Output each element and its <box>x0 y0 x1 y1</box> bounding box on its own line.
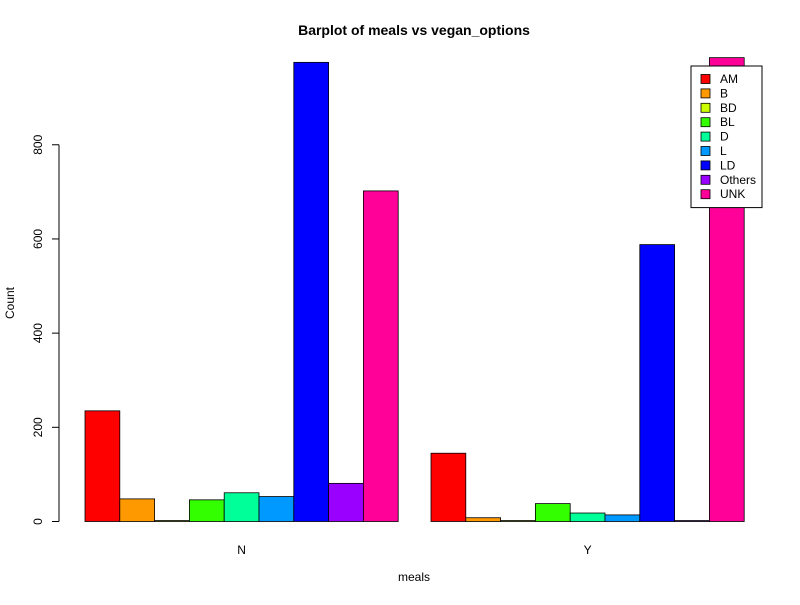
legend-swatch-b <box>700 88 711 99</box>
bar-y-others <box>674 520 710 522</box>
legend-label-d: D <box>720 130 729 144</box>
y-tick-label: 800 <box>31 134 45 154</box>
legend-label-bl: BL <box>720 115 735 129</box>
legend-label-am: AM <box>720 72 738 86</box>
bar-y-bd <box>500 520 536 522</box>
legend-label-ld: LD <box>720 158 736 172</box>
bar-n-others <box>328 482 364 522</box>
bar-y-b <box>465 517 501 522</box>
bar-n-bd <box>154 520 190 522</box>
x-tick-label-y: Y <box>584 543 592 557</box>
bar-y-d <box>569 512 606 522</box>
bar-n-ld <box>293 61 329 522</box>
y-tick-label: 400 <box>31 323 45 343</box>
legend-swatch-others <box>700 174 711 185</box>
legend-label-bd: BD <box>720 101 737 115</box>
bar-n-l <box>258 496 295 522</box>
bar-n-unk <box>362 190 399 522</box>
x-tick-label-n: N <box>237 543 246 557</box>
legend-swatch-unk <box>700 189 711 200</box>
y-tick-label: 200 <box>31 417 45 437</box>
legend-swatch-ld <box>700 160 711 171</box>
bar-n-am <box>84 410 121 522</box>
bar-n-bl <box>188 499 225 522</box>
bar-n-b <box>119 498 156 522</box>
legend-swatch-bl <box>700 117 711 128</box>
legend-swatch-l <box>700 146 711 156</box>
y-tick-label: 0 <box>31 518 45 525</box>
legend-label-unk: UNK <box>720 187 745 201</box>
bar-n-d <box>223 492 260 522</box>
x-axis-label: meals <box>398 570 430 584</box>
legend-label-b: B <box>720 86 728 100</box>
bar-y-ld <box>639 244 675 522</box>
bar-y-bl <box>535 503 571 522</box>
legend-swatch-am <box>700 74 711 84</box>
y-tick-label: 600 <box>31 229 45 249</box>
legend-swatch-bd <box>700 102 711 113</box>
bars-group <box>84 57 745 522</box>
y-axis-label: Count <box>3 286 17 319</box>
legend-label-others: Others <box>720 173 756 187</box>
legend-swatch-d <box>700 131 711 142</box>
y-axis: 0 200 400 600 800 <box>31 134 60 525</box>
bar-y-am <box>430 452 467 522</box>
bar-y-l <box>604 514 641 522</box>
chart-title: Barplot of meals vs vegan_options <box>298 22 530 38</box>
legend-label-l: L <box>720 144 727 158</box>
